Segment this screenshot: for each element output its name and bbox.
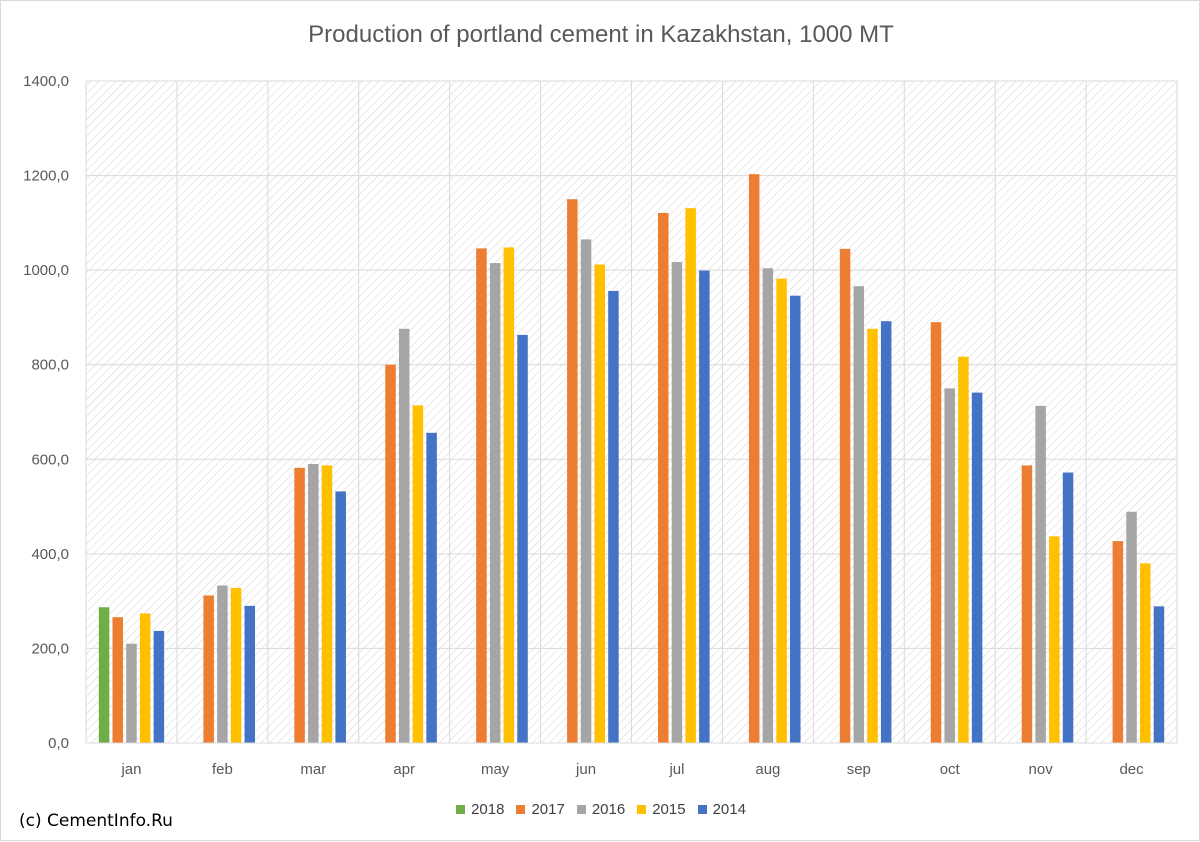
y-tick-label: 1200,0 xyxy=(23,168,69,185)
bar-2017-may xyxy=(476,248,487,744)
bar-2015-jan xyxy=(139,613,151,743)
bar-2015-dec xyxy=(1139,563,1151,743)
legend-swatch xyxy=(637,804,647,814)
bar-2016-jan xyxy=(126,643,137,743)
legend-item-2016: 2016 xyxy=(576,801,626,818)
legend-swatch xyxy=(456,804,466,814)
bar-2015-jul xyxy=(685,208,696,743)
bar-2017-mar xyxy=(294,467,305,743)
bar-2015-feb xyxy=(230,587,242,743)
bar-2014-sep xyxy=(880,321,892,743)
bar-2017-feb xyxy=(203,595,214,743)
bar-2017-dec xyxy=(1112,541,1124,743)
bar-2014-jul xyxy=(699,270,710,743)
bar-2017-oct xyxy=(930,322,942,743)
bar-2015-apr xyxy=(412,405,424,743)
legend-swatch xyxy=(576,804,586,814)
y-tick-label: 1400,0 xyxy=(23,73,69,90)
bar-2015-mar xyxy=(321,465,333,743)
legend-label: 2014 xyxy=(712,801,746,818)
bar-2016-aug xyxy=(762,268,774,743)
bar-2014-aug xyxy=(790,295,801,743)
bar-2014-jan xyxy=(153,630,165,743)
bar-2016-feb xyxy=(217,585,228,743)
bar-2016-mar xyxy=(308,464,319,743)
credit-text: (c) CementInfo.Ru xyxy=(19,811,173,831)
bar-2016-may xyxy=(489,263,501,743)
legend-swatch xyxy=(516,804,526,814)
bar-2015-jun xyxy=(594,264,605,743)
bar-2016-nov xyxy=(1035,405,1046,743)
x-tick-label: apr xyxy=(393,761,415,778)
y-tick-label: 0,0 xyxy=(48,735,69,752)
legend-item-2015: 2015 xyxy=(637,801,686,818)
x-tick-label: nov xyxy=(1029,761,1054,778)
x-tick-label: oct xyxy=(940,761,961,778)
bar-2017-nov xyxy=(1021,465,1033,743)
bar-2016-oct xyxy=(944,388,955,743)
legend: 2018 2017 2016 2015 2014 xyxy=(1,801,1200,818)
bar-2014-may xyxy=(517,334,528,743)
y-tick-label: 400,0 xyxy=(31,546,69,563)
bar-2015-nov xyxy=(1049,536,1060,743)
bar-2014-mar xyxy=(335,491,346,743)
legend-label: 2018 xyxy=(471,801,505,818)
y-tick-label: 1000,0 xyxy=(23,262,69,279)
y-tick-label: 600,0 xyxy=(31,451,69,468)
bar-2014-oct xyxy=(971,392,983,743)
bar-2015-may xyxy=(503,247,515,743)
bar-2018-jan xyxy=(98,607,110,743)
bar-2017-aug xyxy=(748,174,760,744)
x-tick-label: dec xyxy=(1119,761,1144,778)
bar-2014-nov xyxy=(1062,472,1074,743)
bar-2017-jan xyxy=(112,617,124,743)
legend-item-2017: 2017 xyxy=(516,801,565,818)
legend-label: 2016 xyxy=(591,801,626,818)
bar-2017-jul xyxy=(658,212,669,744)
bar-2016-apr xyxy=(398,328,410,743)
bar-2015-sep xyxy=(867,328,878,743)
bar-2017-jun xyxy=(567,199,578,743)
bar-2017-sep xyxy=(839,248,851,743)
bar-2014-apr xyxy=(426,432,437,743)
bar-2014-dec xyxy=(1153,606,1165,743)
bar-2016-dec xyxy=(1126,511,1137,743)
chart-title: Production of portland cement in Kazakhs… xyxy=(308,21,894,48)
x-tick-label: jul xyxy=(668,761,684,778)
bar-2016-sep xyxy=(853,286,865,743)
x-tick-label: may xyxy=(481,761,510,778)
bar-2014-jun xyxy=(608,290,619,743)
x-tick-label: aug xyxy=(755,761,780,778)
legend-item-2018: 2018 xyxy=(456,801,504,818)
x-tick-label: jun xyxy=(575,761,596,778)
bar-2016-jul xyxy=(671,262,683,743)
bar-2016-jun xyxy=(580,239,592,743)
x-tick-label: sep xyxy=(847,761,871,778)
x-tick-label: feb xyxy=(212,761,233,778)
bar-2015-oct xyxy=(958,356,969,743)
y-tick-label: 800,0 xyxy=(31,357,69,374)
legend-swatch xyxy=(697,804,707,814)
x-tick-label: jan xyxy=(120,761,141,778)
legend-label: 2017 xyxy=(531,801,565,818)
bar-2014-feb xyxy=(244,605,256,743)
bar-2017-apr xyxy=(385,364,396,743)
legend-label: 2015 xyxy=(652,801,686,818)
y-tick-label: 200,0 xyxy=(31,640,69,657)
x-tick-label: mar xyxy=(300,761,326,778)
legend-item-2014: 2014 xyxy=(697,801,746,818)
bar-2015-aug xyxy=(776,278,787,743)
